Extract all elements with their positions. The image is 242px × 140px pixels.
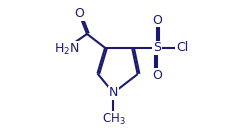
- Text: O: O: [152, 69, 162, 82]
- Text: O: O: [152, 14, 162, 27]
- Text: O: O: [75, 7, 84, 20]
- Text: N: N: [109, 86, 118, 99]
- Text: Cl: Cl: [176, 41, 188, 54]
- Text: H$_2$N: H$_2$N: [54, 42, 80, 57]
- Text: CH$_3$: CH$_3$: [102, 112, 125, 127]
- Text: S: S: [153, 41, 161, 54]
